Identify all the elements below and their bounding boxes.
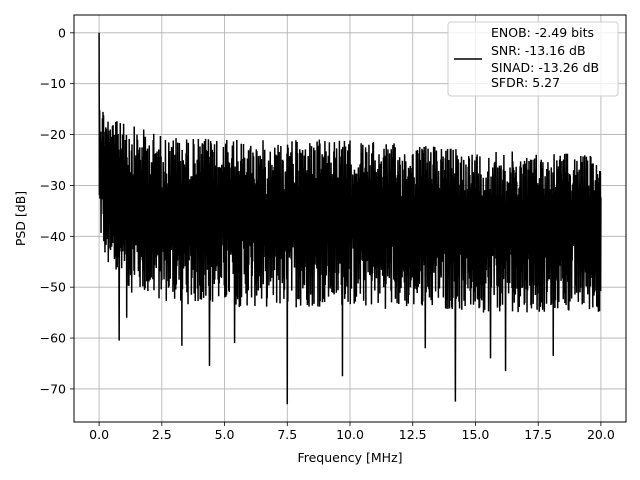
y-tick-label: −30 (40, 178, 66, 193)
x-tick-label: 12.5 (399, 427, 427, 442)
y-axis-label: PSD [dB] (13, 191, 28, 246)
legend-snr: SNR: -13.16 dB (491, 43, 586, 58)
legend-box (447, 21, 619, 97)
y-tick-label: −20 (40, 127, 66, 142)
x-tick-label: 2.5 (152, 427, 172, 442)
x-tick-label: 20.0 (587, 427, 615, 442)
y-tick-label: −70 (40, 381, 66, 396)
x-tick-label: 5.0 (215, 427, 235, 442)
y-tick-label: −50 (40, 280, 66, 295)
x-axis-label: Frequency [MHz] (297, 450, 402, 465)
x-tick-label: 17.5 (524, 427, 552, 442)
x-tick-label: 0.0 (89, 427, 109, 442)
x-tick-label: 7.5 (277, 427, 297, 442)
plot-series-group (98, 32, 602, 405)
y-tick-label: −60 (40, 331, 66, 346)
y-tick-label: −10 (40, 76, 66, 91)
x-tick-label: 15.0 (462, 427, 490, 442)
legend: ENOB: -2.49 bits SNR: -13.16 dB SINAD: -… (447, 21, 619, 97)
x-tick-label: 10.0 (336, 427, 364, 442)
y-axis-ticks: 0 −10 −20 −30 −40 −50 −60 −70 (40, 25, 74, 396)
legend-enob: ENOB: -2.49 bits (491, 25, 594, 40)
x-axis-ticks: 0.0 2.5 5.0 7.5 10.0 12.5 15.0 17.5 20.0 (89, 422, 615, 442)
legend-sfdr: SFDR: 5.27 (491, 75, 560, 90)
legend-sinad: SINAD: -13.26 dB (491, 60, 599, 75)
y-tick-label: 0 (58, 25, 66, 40)
y-tick-label: −40 (40, 229, 66, 244)
psd-series-line (98, 32, 602, 405)
